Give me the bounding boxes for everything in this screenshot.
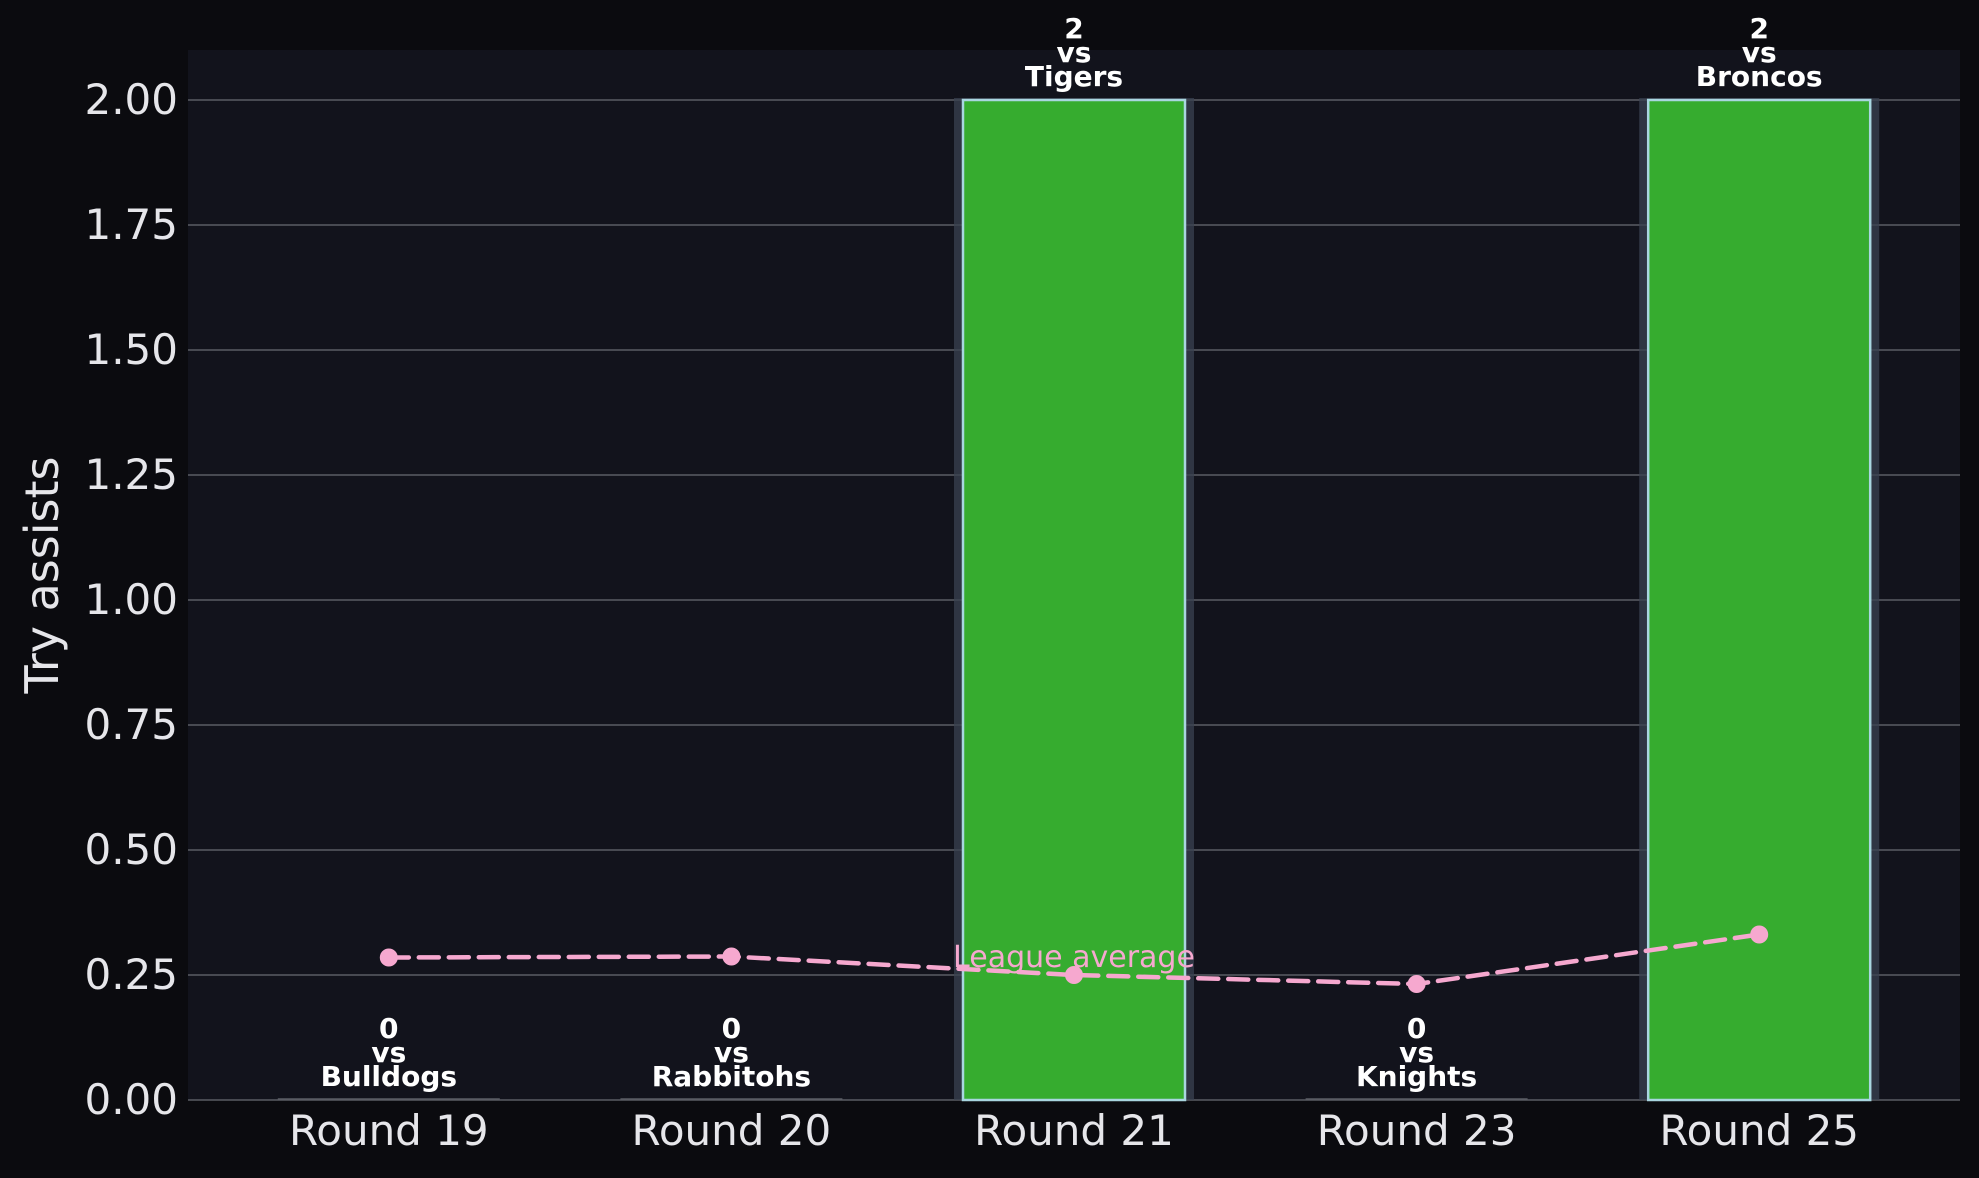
- bar-label-vs: vs: [1057, 36, 1092, 69]
- league-average-point: [1065, 966, 1083, 984]
- bar-label-value: 0: [1407, 1012, 1426, 1045]
- bar-label-opponent: Knights: [1356, 1060, 1477, 1093]
- x-tick-labels: Round 19 Round 20 Round 21 Round 23 Round 25: [289, 1106, 1859, 1155]
- bar-label-vs: vs: [1399, 1036, 1434, 1069]
- league-average-label: League average: [953, 940, 1195, 975]
- bar-label-vs: vs: [1742, 36, 1777, 69]
- bar-label-value: 0: [722, 1012, 741, 1045]
- bar-label-vs: vs: [714, 1036, 749, 1069]
- x-tick-label: Round 21: [974, 1106, 1174, 1155]
- y-tick-label: 0.00: [84, 1075, 178, 1124]
- y-tick-label: 0.75: [84, 700, 178, 749]
- bar-label-value: 2: [1749, 12, 1768, 45]
- league-average-point: [1750, 925, 1769, 944]
- league-average-point: [722, 947, 741, 966]
- league-average-point: [379, 948, 398, 967]
- bar-label-vs: vs: [371, 1036, 406, 1069]
- bar: [961, 98, 1187, 1102]
- bar-label-opponent: Broncos: [1696, 60, 1823, 93]
- y-tick-label: 0.25: [84, 950, 178, 999]
- y-tick-labels: 0.00 0.25 0.50 0.75 1.00 1.25 1.50 1.75 2.00: [84, 75, 178, 1124]
- y-tick-label: 1.75: [84, 200, 178, 249]
- y-tick-label: 2.00: [84, 75, 178, 124]
- bar-label-opponent: Tigers: [1025, 60, 1123, 93]
- league-average-line: [386, 932, 1762, 987]
- league-average-point: [1407, 975, 1426, 993]
- bar: [1646, 98, 1872, 1102]
- bar-label-value: 2: [1064, 12, 1083, 45]
- bar-label-value: 0: [379, 1012, 398, 1045]
- bar-label-opponent: Bulldogs: [321, 1060, 457, 1093]
- y-tick-label: 1.25: [84, 450, 178, 499]
- x-tick-label: Round 25: [1659, 1106, 1859, 1155]
- bar-annotations: 0vsBulldogs0vsRabbitohs2vsTigers0vsKnigh…: [321, 12, 1823, 1093]
- bar-label-opponent: Rabbitohs: [652, 1060, 811, 1093]
- y-tick-label: 0.50: [84, 825, 178, 874]
- bars: [277, 98, 1880, 1102]
- y-tick-label: 1.00: [84, 575, 178, 624]
- y-tick-label: 1.50: [84, 325, 178, 374]
- x-tick-label: Round 20: [632, 1106, 832, 1155]
- league-average-series: [379, 925, 1769, 993]
- y-axis-label: Try assists: [15, 457, 69, 695]
- x-tick-label: Round 23: [1317, 1106, 1517, 1155]
- x-tick-label: Round 19: [289, 1106, 489, 1155]
